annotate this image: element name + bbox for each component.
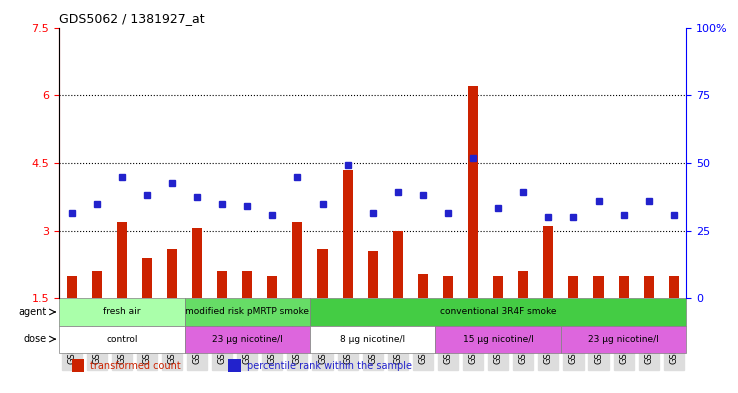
FancyBboxPatch shape bbox=[184, 298, 310, 325]
Bar bbox=[217, 271, 227, 298]
Bar bbox=[292, 222, 303, 298]
Bar bbox=[644, 276, 654, 298]
Bar bbox=[418, 274, 428, 298]
Text: percentile rank within the sample: percentile rank within the sample bbox=[247, 361, 413, 371]
Text: transformed count: transformed count bbox=[90, 361, 181, 371]
Bar bbox=[66, 276, 77, 298]
FancyBboxPatch shape bbox=[184, 325, 310, 353]
Bar bbox=[167, 249, 177, 298]
Bar bbox=[229, 359, 241, 372]
Bar bbox=[242, 271, 252, 298]
FancyBboxPatch shape bbox=[310, 298, 686, 325]
Bar bbox=[267, 276, 277, 298]
Bar bbox=[317, 249, 328, 298]
FancyBboxPatch shape bbox=[561, 325, 686, 353]
FancyBboxPatch shape bbox=[310, 325, 435, 353]
Bar bbox=[117, 222, 127, 298]
FancyBboxPatch shape bbox=[59, 325, 184, 353]
Bar bbox=[543, 226, 554, 298]
Bar bbox=[92, 271, 102, 298]
Text: modified risk pMRTP smoke: modified risk pMRTP smoke bbox=[185, 307, 309, 316]
Bar bbox=[393, 231, 403, 298]
Text: dose: dose bbox=[24, 334, 46, 344]
Bar bbox=[568, 276, 579, 298]
Bar bbox=[669, 276, 679, 298]
Text: conventional 3R4F smoke: conventional 3R4F smoke bbox=[440, 307, 556, 316]
Bar bbox=[192, 228, 202, 298]
Bar bbox=[142, 258, 152, 298]
FancyBboxPatch shape bbox=[435, 325, 561, 353]
Text: GDS5062 / 1381927_at: GDS5062 / 1381927_at bbox=[59, 12, 204, 25]
Bar bbox=[518, 271, 528, 298]
Text: fresh air: fresh air bbox=[103, 307, 140, 316]
Bar bbox=[593, 276, 604, 298]
Bar bbox=[493, 276, 503, 298]
Bar bbox=[72, 359, 84, 372]
FancyBboxPatch shape bbox=[59, 298, 184, 325]
Bar bbox=[618, 276, 629, 298]
Text: 15 μg nicotine/l: 15 μg nicotine/l bbox=[463, 334, 534, 343]
Bar bbox=[443, 276, 453, 298]
Text: 23 μg nicotine/l: 23 μg nicotine/l bbox=[588, 334, 659, 343]
Bar bbox=[368, 251, 378, 298]
Text: agent: agent bbox=[18, 307, 46, 317]
Bar bbox=[342, 170, 353, 298]
Text: 23 μg nicotine/l: 23 μg nicotine/l bbox=[212, 334, 283, 343]
Text: 8 μg nicotine/l: 8 μg nicotine/l bbox=[340, 334, 405, 343]
Text: control: control bbox=[106, 334, 137, 343]
Bar bbox=[468, 86, 478, 298]
